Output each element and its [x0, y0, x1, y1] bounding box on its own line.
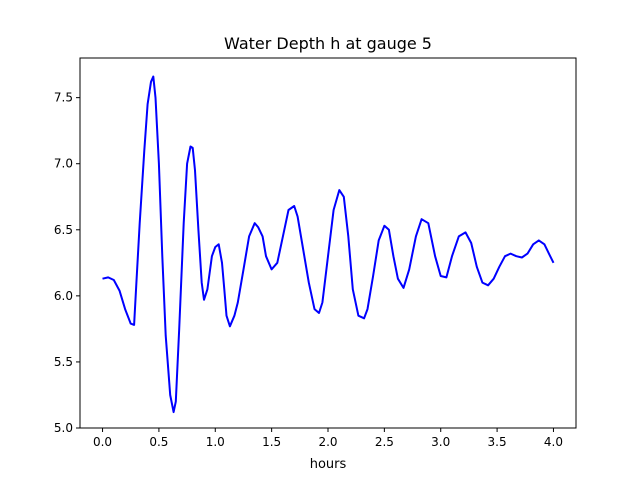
axes-layer: 0.0 0.5 1.0 1.5 2.0 2.5 3.0 3.5 4.0 5.0 5.5 6.0 6.5 7… [54, 57, 577, 449]
x-tick-label: 0.0 [93, 435, 112, 449]
x-tick-label: 1.0 [206, 435, 225, 449]
y-tick-label: 6.5 [54, 223, 73, 237]
y-tick-label: 5.5 [54, 355, 73, 369]
y-tick-label: 7.5 [54, 91, 73, 105]
x-tick-label: 0.5 [149, 435, 168, 449]
y-tick-label: 6.0 [54, 289, 73, 303]
x-tick-label: 3.5 [488, 435, 507, 449]
x-tick-label: 2.0 [318, 435, 337, 449]
x-axis-label: hours [310, 457, 347, 472]
x-tick-label: 4.0 [544, 435, 563, 449]
y-tick-label: 5.0 [54, 421, 73, 435]
series-line-0 [102, 75, 555, 414]
y-tick-label: 7.0 [54, 157, 73, 171]
x-tick-label: 2.5 [375, 435, 394, 449]
plot-layer [102, 75, 555, 414]
x-tick-label: 1.5 [262, 435, 281, 449]
chart-title: Water Depth h at gauge 5 [224, 34, 432, 53]
x-tick-label: 3.0 [431, 435, 450, 449]
